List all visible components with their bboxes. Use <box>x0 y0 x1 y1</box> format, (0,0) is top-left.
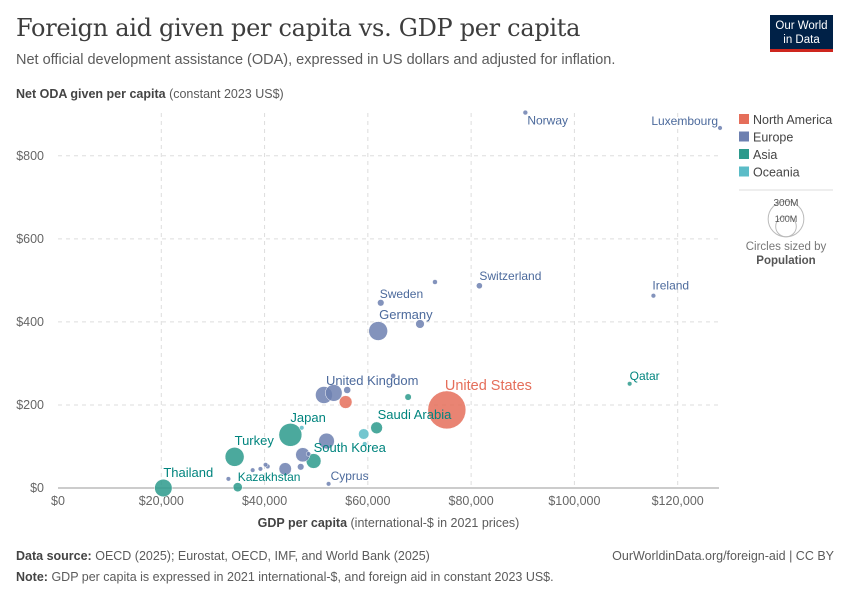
size-legend-small-circle <box>775 215 797 238</box>
chart-subtitle: Net official development assistance (ODA… <box>16 52 616 68</box>
legend-label: North America <box>753 113 832 127</box>
x-tick-label: $80,000 <box>449 494 494 508</box>
source-url-link[interactable]: OurWorldinData.org/foreign-aid | CC BY <box>612 549 834 563</box>
data-label: Japan <box>290 410 325 425</box>
data-point-kazakhstan <box>232 482 243 493</box>
data-point-turkey <box>224 447 245 467</box>
data-point <box>404 393 412 401</box>
legend-item-asia[interactable]: Asia <box>739 148 777 162</box>
data-point <box>432 279 438 285</box>
data-point <box>278 462 292 476</box>
data-label: Qatar <box>630 369 660 383</box>
legend-label: Asia <box>753 148 777 162</box>
data-label: Turkey <box>235 433 275 448</box>
x-axis-label: GDP per capita (international-$ in 2021 … <box>258 516 520 530</box>
legend-item-north-america[interactable]: North America <box>739 113 832 127</box>
data-label: United Kingdom <box>326 373 419 388</box>
data-point <box>390 373 396 379</box>
data-label: Luxembourg <box>651 114 718 128</box>
data-point <box>415 319 425 329</box>
note-text: GDP per capita is expressed in 2021 inte… <box>51 570 554 584</box>
legend-label: Oceania <box>753 166 800 180</box>
data-point-sweden <box>377 299 385 307</box>
data-point <box>305 451 312 457</box>
x-tick-label: $60,000 <box>345 494 390 508</box>
data-point-norway <box>522 109 529 116</box>
data-point <box>343 386 351 394</box>
y-axis-label: Net ODA given per capita (constant 2023 … <box>16 87 284 101</box>
data-label: United States <box>445 378 532 394</box>
x-tick-label: $0 <box>51 494 65 508</box>
data-point <box>338 395 353 409</box>
data-point <box>299 425 305 431</box>
source-text: OECD (2025); Eurostat, OECD, IMF, and Wo… <box>95 549 430 563</box>
legend-item-oceania[interactable]: Oceania <box>739 166 800 180</box>
y-axis-label-unit: (constant 2023 US$) <box>169 87 284 101</box>
legend-swatch <box>739 114 749 124</box>
y-tick-label: $800 <box>16 149 44 163</box>
data-source: Data source: OECD (2025); Eurostat, OECD… <box>16 549 430 563</box>
y-tick-label: $0 <box>30 481 44 495</box>
data-point-germany <box>368 321 388 341</box>
source-label: Data source: <box>16 549 92 563</box>
x-tick-label: $40,000 <box>242 494 287 508</box>
size-legend-small-label: 100M <box>775 214 798 224</box>
y-tick-label: $200 <box>16 398 44 412</box>
data-point-thailand <box>154 479 173 497</box>
y-axis-label-name: Net ODA given per capita <box>16 87 166 101</box>
legend-swatch <box>739 131 749 142</box>
data-label: Sweden <box>380 287 423 301</box>
data-point-luxembourg <box>717 125 723 131</box>
size-legend-caption: Circles sized by <box>746 241 827 253</box>
data-point <box>257 466 263 472</box>
data-point <box>250 467 256 473</box>
data-label: Thailand <box>163 465 213 480</box>
x-tick-label: $120,000 <box>652 494 704 508</box>
data-label: Germany <box>379 307 433 322</box>
chart-title: Foreign aid given per capita vs. GDP per… <box>16 14 581 42</box>
legend-label: Europe <box>753 131 793 145</box>
data-point <box>318 432 335 450</box>
data-label: Switzerland <box>479 269 541 283</box>
size-legend-large-label: 300M <box>773 198 798 209</box>
legend-swatch <box>739 149 749 159</box>
data-point <box>362 441 368 447</box>
data-label: Ireland <box>652 279 689 293</box>
size-legend-variable: Population <box>756 255 815 267</box>
data-label: Norway <box>527 114 568 128</box>
data-point <box>297 463 305 471</box>
legend-item-europe[interactable]: Europe <box>739 131 793 145</box>
x-tick-label: $100,000 <box>548 494 600 508</box>
data-label: Saudi Arabia <box>378 407 452 422</box>
data-point-saudi-arabia <box>370 421 383 434</box>
data-label: Cyprus <box>331 469 369 483</box>
data-point-united-states <box>427 390 467 430</box>
chart-note: Note: GDP per capita is expressed in 202… <box>16 570 554 584</box>
data-point <box>225 476 231 482</box>
data-point-japan <box>278 423 303 447</box>
scatter-plot: $0 $200 $400 $600 $800 $0 $20,000 $40,000 $60,00… <box>16 109 833 530</box>
data-point-ireland <box>650 293 657 299</box>
data-point <box>325 384 343 402</box>
x-tick-label: $20,000 <box>139 494 184 508</box>
data-point <box>358 428 370 440</box>
legend-swatch <box>739 166 749 177</box>
y-tick-label: $400 <box>16 315 44 329</box>
data-point-cyprus <box>326 481 332 487</box>
note-label: Note: <box>16 570 48 584</box>
data-point-switzerland <box>476 282 483 290</box>
data-label: South Korea <box>314 440 387 455</box>
data-label: Kazakhstan <box>238 470 301 484</box>
y-tick-label: $600 <box>16 232 44 246</box>
data-point <box>263 462 269 468</box>
data-point-qatar <box>627 381 633 387</box>
owid-logo[interactable]: Our World in Data <box>770 15 833 52</box>
